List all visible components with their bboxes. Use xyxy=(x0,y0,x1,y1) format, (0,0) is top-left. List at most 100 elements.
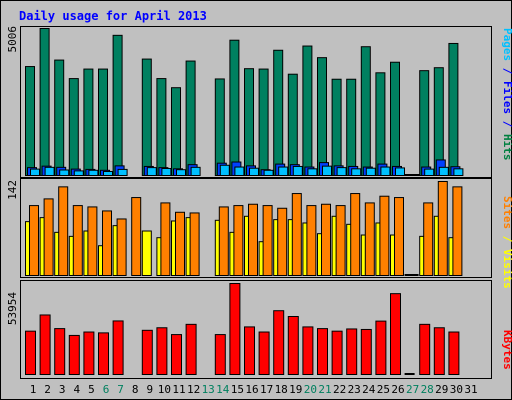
bar-sites-day-2 xyxy=(43,198,54,276)
bar-hits-day-16 xyxy=(244,68,254,176)
x-tick-label-day-8: 8 xyxy=(132,383,139,396)
bar-hits-day-28 xyxy=(419,70,430,176)
bar-hits-day-19 xyxy=(287,73,298,176)
bar-sites-day-4 xyxy=(72,205,83,276)
bar-sites-day-29 xyxy=(437,181,448,276)
bar-hits-day-15 xyxy=(229,39,240,176)
bar-pages-day-27 xyxy=(409,174,420,176)
bar-kbytes-day-28 xyxy=(419,323,431,375)
bar-sites-day-1 xyxy=(29,205,39,276)
bar-pages-day-29 xyxy=(438,166,449,176)
bar-hits-day-21 xyxy=(317,57,327,176)
bar-sites-day-17 xyxy=(262,205,273,276)
bar-kbytes-day-24 xyxy=(360,328,372,376)
bar-pages-day-10 xyxy=(161,168,172,176)
bar-sites-day-11 xyxy=(175,211,185,276)
bar-kbytes-day-19 xyxy=(287,316,299,375)
bar-kbytes-day-22 xyxy=(331,330,343,375)
x-tick-label-day-13: 13 xyxy=(202,383,215,396)
bar-pages-day-22 xyxy=(336,167,347,177)
bar-pages-day-17 xyxy=(263,169,274,176)
bar-kbytes-day-2 xyxy=(39,314,51,375)
bar-hits-day-12 xyxy=(185,60,196,177)
bar-hits-day-17 xyxy=(258,68,269,176)
bar-kbytes-day-29 xyxy=(433,327,445,375)
bar-pages-day-28 xyxy=(424,168,435,177)
bar-hits-day-9 xyxy=(141,58,152,176)
x-tick-label-day-26: 26 xyxy=(391,383,404,396)
x-tick-label-day-29: 29 xyxy=(435,383,448,396)
bar-hits-day-14 xyxy=(214,78,225,176)
legend-part: Files xyxy=(501,81,512,114)
bar-sites-day-14 xyxy=(218,206,229,276)
legend-part: Visits xyxy=(501,249,512,289)
bar-hits-day-20 xyxy=(302,45,313,176)
bar-pages-day-30 xyxy=(453,168,464,176)
bar-sites-day-18 xyxy=(277,207,288,276)
x-tick-label-day-15: 15 xyxy=(231,383,244,396)
chart-title: Daily usage for April 2013 xyxy=(19,9,207,23)
bar-sites-day-7 xyxy=(116,218,127,276)
bar-pages-day-4 xyxy=(73,170,84,176)
x-tick-label-day-1: 1 xyxy=(30,383,37,396)
bar-sites-day-10 xyxy=(160,202,171,276)
bar-pages-day-24 xyxy=(365,167,376,177)
x-tick-label-day-3: 3 xyxy=(59,383,66,396)
bar-kbytes-day-25 xyxy=(375,320,387,376)
x-tick-label-day-9: 9 xyxy=(146,383,153,396)
x-tick-label-day-27: 27 xyxy=(406,383,419,396)
bar-pages-day-21 xyxy=(322,165,332,177)
bar-hits-day-6 xyxy=(98,68,108,176)
bar-kbytes-day-14 xyxy=(214,334,226,376)
bar-sites-day-12 xyxy=(189,212,200,277)
x-tick-label-day-2: 2 xyxy=(44,383,51,396)
bar-pages-day-15 xyxy=(234,166,245,176)
bar-pages-day-9 xyxy=(146,167,157,177)
x-tick-label-day-20: 20 xyxy=(304,383,317,396)
x-tick-label-day-6: 6 xyxy=(103,383,110,396)
bar-sites-day-21 xyxy=(321,203,331,276)
bar-kbytes-day-6 xyxy=(98,332,109,375)
visits-max-label: 142 xyxy=(6,180,19,200)
bar-sites-day-24 xyxy=(364,202,375,276)
bar-pages-day-3 xyxy=(59,169,70,176)
bar-hits-day-11 xyxy=(171,87,181,176)
bar-sites-day-28 xyxy=(423,202,434,276)
x-tick-label-day-21: 21 xyxy=(318,383,331,396)
bar-pages-day-16 xyxy=(249,167,259,177)
bar-kbytes-day-20 xyxy=(302,326,314,375)
legend-part: / xyxy=(501,229,512,249)
x-tick-label-day-10: 10 xyxy=(158,383,171,396)
x-tick-label-day-24: 24 xyxy=(362,383,376,396)
bar-hits-day-2 xyxy=(39,28,50,176)
x-tick-label-day-30: 30 xyxy=(450,383,463,396)
bar-kbytes-day-11 xyxy=(171,334,182,376)
chart-marks xyxy=(25,28,464,376)
x-tick-label-day-25: 25 xyxy=(377,383,390,396)
bar-kbytes-day-1 xyxy=(25,330,36,375)
bar-pages-day-7 xyxy=(117,168,128,176)
bar-hits-day-10 xyxy=(156,78,167,176)
x-tick-label-day-7: 7 xyxy=(117,383,124,396)
bar-hits-day-18 xyxy=(273,49,284,176)
bar-sites-day-16 xyxy=(248,203,258,276)
bar-pages-day-1 xyxy=(30,168,40,177)
bar-kbytes-day-16 xyxy=(244,326,255,375)
bar-sites-day-6 xyxy=(102,210,112,276)
legend-part: Hits xyxy=(501,134,512,161)
bar-kbytes-day-10 xyxy=(156,327,168,375)
visits-panel-legend: Sites / Visits xyxy=(501,196,512,289)
x-axis-day-labels: 1 2 3 4 5 6 7 8 9 10 11 12 13 14 15 16 17 18 19 20 21 22 23 24 2… xyxy=(30,383,478,396)
x-tick-label-day-23: 23 xyxy=(348,383,361,396)
legend-part: Sites xyxy=(501,196,512,229)
x-tick-label-day-28: 28 xyxy=(421,383,434,396)
hits-panel-legend: Pages / Files / Hits xyxy=(501,28,512,161)
x-tick-label-day-5: 5 xyxy=(88,383,95,396)
bar-kbytes-day-27 xyxy=(404,373,415,375)
bar-kbytes-day-3 xyxy=(54,328,66,376)
bar-hits-day-5 xyxy=(83,68,94,176)
x-tick-label-day-14: 14 xyxy=(216,383,230,396)
bar-sites-day-5 xyxy=(87,206,98,276)
bar-pages-day-23 xyxy=(351,168,362,176)
bar-kbytes-day-23 xyxy=(346,328,358,376)
